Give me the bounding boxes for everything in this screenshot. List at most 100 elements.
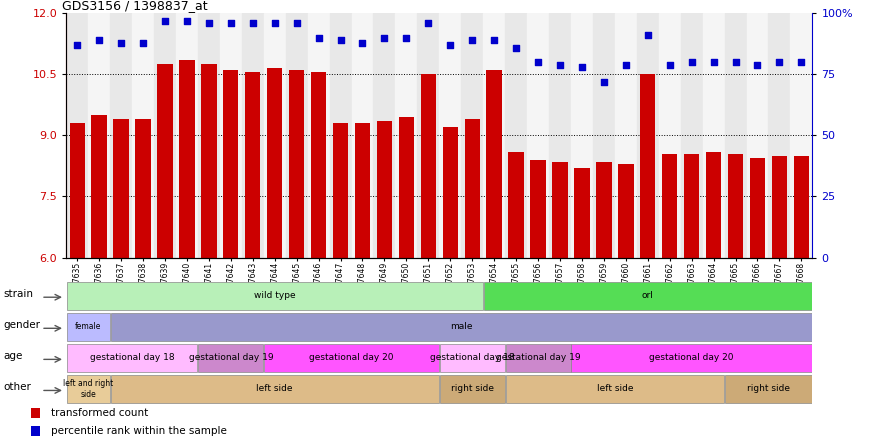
Point: [487, 36, 502, 44]
Bar: [772, 156, 787, 258]
Bar: [464, 119, 479, 258]
Bar: [377, 121, 392, 258]
Bar: [505, 13, 527, 258]
Bar: [198, 13, 220, 258]
Bar: [571, 344, 812, 372]
Point: [443, 42, 457, 49]
Text: gestational day 18: gestational day 18: [90, 353, 174, 362]
Bar: [703, 13, 725, 258]
Text: gestational day 19: gestational day 19: [495, 353, 580, 362]
Bar: [506, 375, 724, 403]
Bar: [351, 13, 374, 258]
Point: [751, 61, 765, 68]
Point: [531, 59, 545, 66]
Point: [773, 59, 787, 66]
Text: gender: gender: [4, 320, 41, 330]
Bar: [531, 160, 546, 258]
Bar: [706, 152, 721, 258]
Bar: [483, 13, 505, 258]
Bar: [640, 75, 655, 258]
Bar: [396, 13, 418, 258]
Point: [334, 36, 348, 44]
Bar: [442, 127, 458, 258]
Point: [684, 59, 698, 66]
Bar: [264, 13, 286, 258]
Text: female: female: [75, 322, 102, 331]
Bar: [176, 13, 198, 258]
Bar: [681, 13, 703, 258]
Text: wild type: wild type: [254, 291, 296, 300]
Bar: [32, 408, 40, 417]
Bar: [552, 162, 568, 258]
Bar: [311, 72, 327, 258]
Text: right side: right side: [450, 385, 494, 393]
Text: gestational day 18: gestational day 18: [430, 353, 515, 362]
Point: [553, 61, 567, 68]
Bar: [264, 344, 439, 372]
Point: [377, 34, 391, 41]
Point: [465, 36, 479, 44]
Bar: [509, 152, 524, 258]
Point: [706, 59, 721, 66]
Bar: [242, 13, 264, 258]
Text: gestational day 20: gestational day 20: [309, 353, 394, 362]
Bar: [506, 344, 570, 372]
Text: other: other: [4, 382, 31, 392]
Point: [509, 44, 523, 51]
Bar: [440, 375, 505, 403]
Bar: [66, 282, 483, 309]
Bar: [66, 13, 88, 258]
Bar: [487, 70, 502, 258]
Bar: [333, 123, 348, 258]
Bar: [135, 119, 151, 258]
Text: age: age: [4, 351, 23, 361]
Bar: [289, 70, 305, 258]
Point: [245, 20, 260, 27]
Bar: [245, 72, 260, 258]
Bar: [768, 13, 790, 258]
Bar: [223, 70, 238, 258]
Text: GDS3156 / 1398837_at: GDS3156 / 1398837_at: [63, 0, 208, 12]
Text: strain: strain: [4, 289, 34, 299]
Bar: [132, 13, 154, 258]
Point: [728, 59, 743, 66]
Bar: [267, 68, 283, 258]
Text: left and right
side: left and right side: [63, 379, 113, 399]
Bar: [201, 64, 216, 258]
Bar: [88, 13, 110, 258]
Point: [70, 42, 84, 49]
Bar: [484, 282, 812, 309]
Point: [356, 39, 370, 46]
Point: [575, 63, 589, 71]
Bar: [662, 154, 677, 258]
Bar: [725, 13, 746, 258]
Bar: [307, 13, 329, 258]
Point: [619, 61, 633, 68]
Bar: [110, 375, 439, 403]
Text: right side: right side: [747, 385, 790, 393]
Bar: [746, 13, 768, 258]
Bar: [725, 375, 812, 403]
Point: [114, 39, 128, 46]
Bar: [440, 13, 461, 258]
Bar: [615, 13, 637, 258]
Bar: [399, 117, 414, 258]
Bar: [66, 344, 198, 372]
Text: transformed count: transformed count: [51, 408, 148, 417]
Point: [641, 32, 655, 39]
Text: percentile rank within the sample: percentile rank within the sample: [51, 426, 227, 436]
Bar: [154, 13, 176, 258]
Point: [421, 20, 435, 27]
Bar: [618, 164, 633, 258]
Bar: [637, 13, 659, 258]
Bar: [596, 162, 612, 258]
Point: [268, 20, 282, 27]
Point: [223, 20, 238, 27]
Point: [312, 34, 326, 41]
Bar: [199, 344, 263, 372]
Point: [180, 17, 194, 24]
Bar: [549, 13, 571, 258]
Point: [795, 59, 809, 66]
Point: [158, 17, 172, 24]
Bar: [750, 158, 766, 258]
